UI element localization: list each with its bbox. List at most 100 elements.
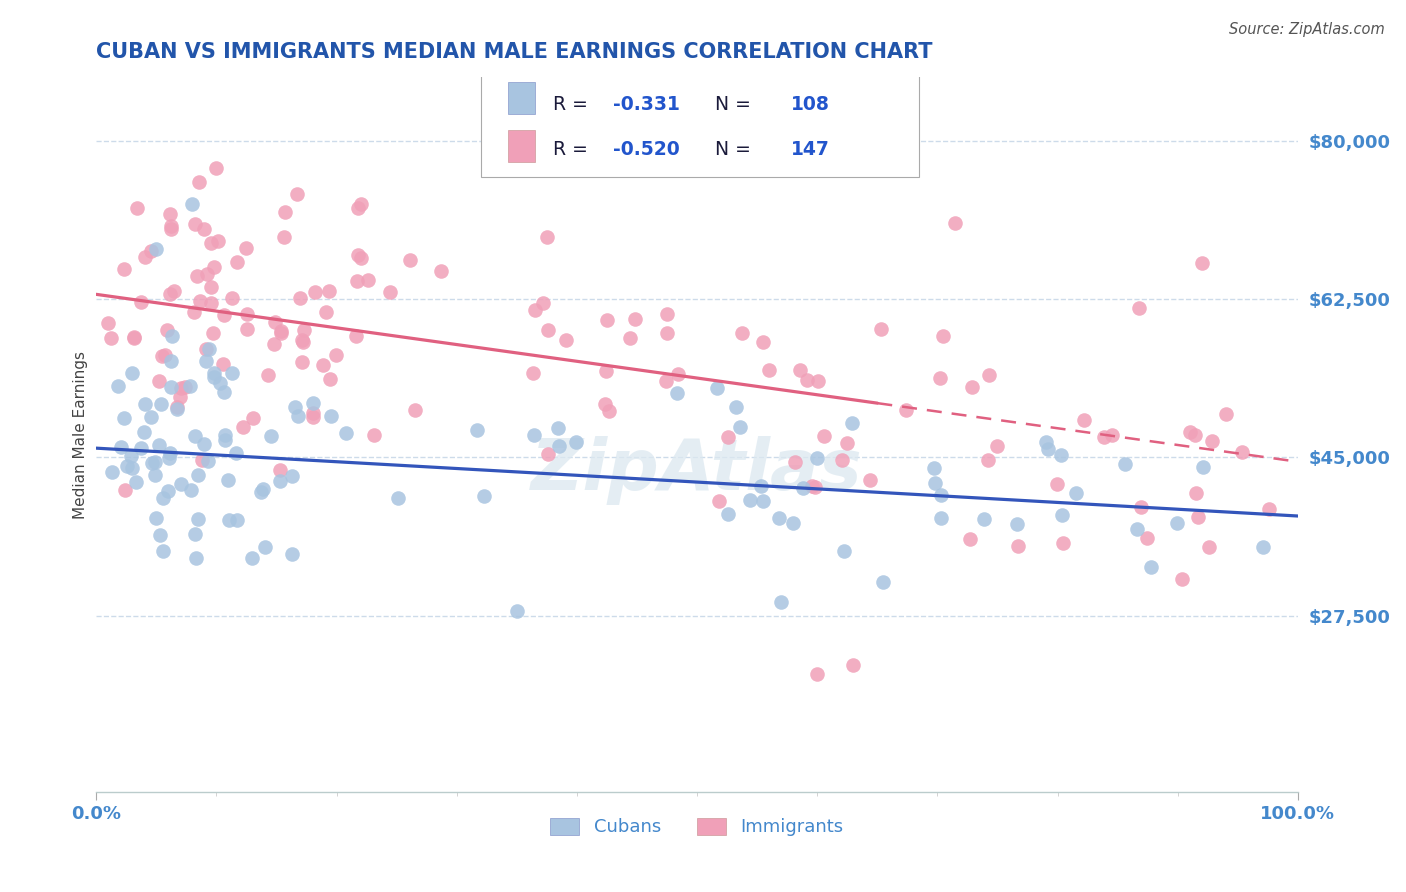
Point (740, 493, 762, 508)
Point (153, 348, 176, 362)
Point (335, 426, 357, 441)
FancyBboxPatch shape (481, 74, 920, 178)
Point (232, 420, 254, 434)
Text: 147: 147 (790, 140, 830, 159)
Y-axis label: Median Male Earnings: Median Male Earnings (73, 351, 89, 518)
Point (221, 366, 243, 380)
Point (120, 449, 142, 463)
Point (1230, 445, 1253, 459)
Point (931, 488, 953, 502)
Point (346, 274, 368, 288)
Point (149, 528, 172, 542)
Point (212, 385, 235, 400)
Point (149, 397, 172, 411)
Point (770, 595, 793, 609)
Point (125, 475, 148, 489)
Point (717, 430, 740, 444)
Point (290, 291, 312, 305)
Point (859, 474, 882, 488)
Point (270, 326, 292, 341)
Point (531, 295, 554, 310)
Point (162, 328, 184, 343)
Point (181, 197, 204, 211)
Point (184, 428, 207, 442)
Point (813, 429, 835, 443)
Point (922, 461, 945, 475)
Point (1136, 531, 1159, 545)
Point (242, 411, 264, 425)
Point (132, 425, 155, 439)
Point (110, 440, 132, 454)
Point (801, 479, 824, 493)
Point (1052, 535, 1074, 549)
Point (301, 406, 323, 420)
Point (169, 390, 191, 404)
Point (186, 550, 208, 565)
Point (1201, 434, 1223, 448)
Point (107, 378, 129, 392)
Point (596, 312, 619, 326)
Point (1178, 425, 1201, 439)
Point (598, 404, 620, 418)
Point (1073, 412, 1095, 426)
Point (522, 366, 544, 380)
Point (595, 364, 617, 378)
Point (318, 372, 340, 386)
Point (752, 335, 775, 350)
Point (363, 428, 385, 442)
Point (986, 439, 1008, 453)
Point (202, 366, 225, 380)
Point (872, 574, 894, 589)
Point (796, 373, 818, 387)
Point (156, 483, 179, 498)
Point (1215, 407, 1237, 421)
Point (751, 494, 773, 508)
Point (554, 333, 576, 347)
Point (159, 207, 181, 221)
Point (184, 217, 207, 231)
Point (807, 375, 830, 389)
Point (166, 401, 188, 415)
Point (1049, 449, 1071, 463)
Point (163, 284, 186, 298)
Point (523, 303, 546, 318)
Point (387, 491, 409, 506)
Point (195, 354, 218, 368)
Point (869, 322, 891, 336)
Point (1128, 301, 1150, 316)
Point (159, 446, 181, 460)
Point (792, 482, 814, 496)
Point (159, 286, 181, 301)
Point (932, 329, 955, 343)
Point (257, 368, 280, 382)
Point (187, 511, 209, 525)
Point (191, 452, 214, 467)
Point (806, 451, 828, 466)
Point (202, 260, 225, 274)
Point (212, 308, 235, 322)
Point (565, 435, 588, 450)
Point (536, 447, 558, 461)
Point (783, 455, 806, 469)
Point (924, 475, 946, 490)
Point (197, 454, 219, 468)
Point (281, 547, 304, 561)
Point (1191, 256, 1213, 270)
Point (145, 242, 167, 256)
Text: CUBAN VS IMMIGRANTS MEDIAN MALE EARNINGS CORRELATION CHART: CUBAN VS IMMIGRANTS MEDIAN MALE EARNINGS… (96, 42, 932, 62)
Point (321, 409, 343, 424)
Point (547, 421, 569, 435)
Point (194, 342, 217, 356)
Point (129, 295, 152, 310)
Point (929, 511, 952, 525)
Point (654, 374, 676, 388)
Point (657, 307, 679, 321)
Point (973, 511, 995, 525)
Point (129, 441, 152, 455)
Point (269, 463, 291, 477)
Point (156, 323, 179, 337)
Point (709, 494, 731, 508)
Point (166, 401, 188, 416)
Point (285, 187, 308, 202)
Point (292, 334, 315, 349)
